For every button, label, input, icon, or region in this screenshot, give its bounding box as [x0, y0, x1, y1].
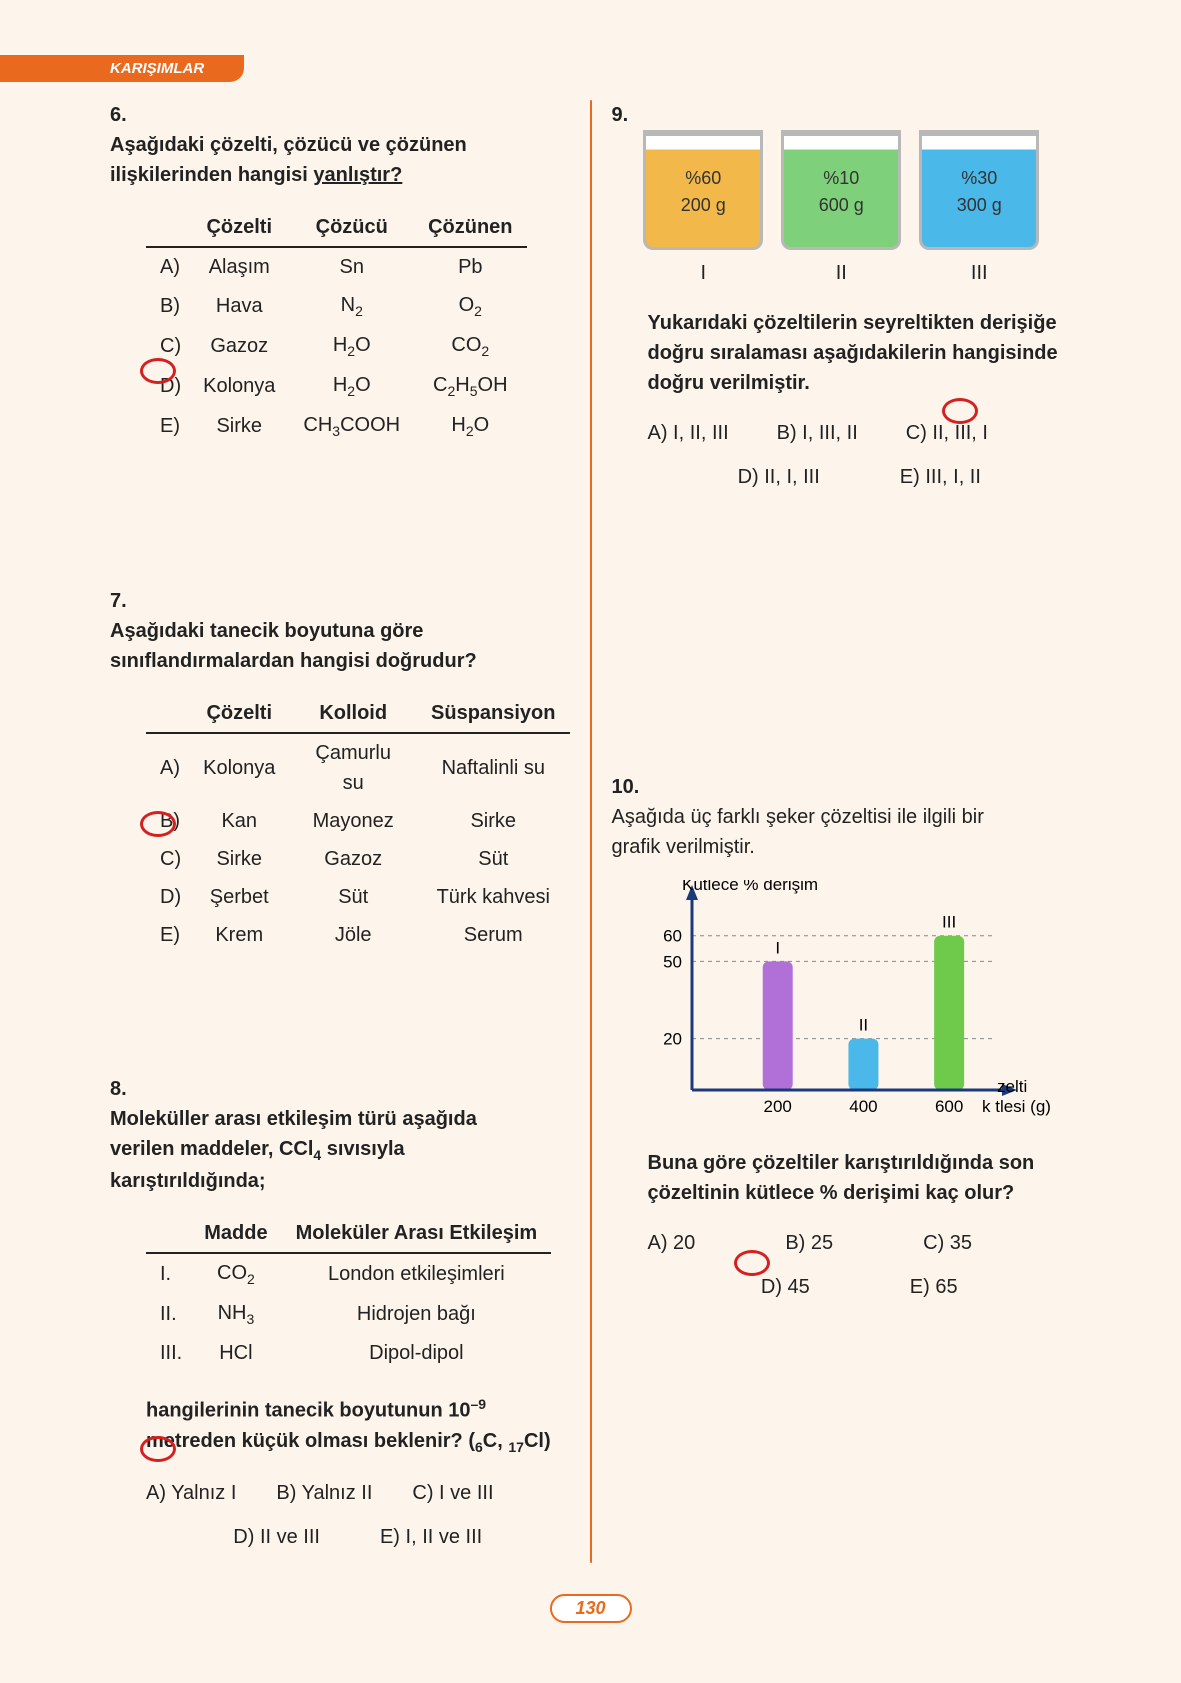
q8-t2c: C,	[483, 1430, 509, 1452]
table-row: A)AlaşımSnPb	[146, 247, 527, 286]
q9-oB: B) I, III, II	[777, 418, 858, 448]
q10-oB: B) 25	[785, 1228, 833, 1258]
q8-options: A) Yalnız I B) Yalnız II C) I ve III D) …	[146, 1478, 570, 1552]
q8-t2b: metreden küçük olması beklenir? (	[146, 1430, 475, 1452]
svg-text:Kütlece % derişim: Kütlece % derişim	[682, 880, 818, 894]
q7-h3: Süspansiyon	[417, 694, 569, 733]
q10-oD: D) 45	[761, 1272, 810, 1302]
q6-h1: Çözelti	[189, 208, 289, 247]
q9-oD: D) II, I, III	[738, 462, 820, 492]
page-number: 130	[549, 1594, 631, 1623]
svg-text:50: 50	[663, 952, 682, 971]
q8-oD: D) II ve III	[233, 1522, 320, 1552]
q6-table: ÇözeltiÇözücüÇözünen A)AlaşımSnPbB)HavaN…	[146, 208, 527, 446]
q6-number: 6.	[110, 100, 146, 130]
svg-text:200: 200	[763, 1097, 791, 1116]
question-9: 9. %60200 gI%10600 gII%30300 gIII Yukarı…	[612, 100, 1072, 492]
table-row: C)GazozH2OCO2	[146, 326, 527, 366]
table-row: D)KolonyaH2OC2H5OH	[146, 366, 527, 406]
q8-text2: hangilerinin tanecik boyutunun 10–9 metr…	[146, 1394, 570, 1458]
svg-text:600: 600	[934, 1097, 962, 1116]
page-content: 6. Aşağıdaki çözelti, çözücü ve çözünen …	[100, 100, 1081, 1563]
table-row: B)KanMayonezSirke	[146, 802, 570, 840]
q8-s17: 17	[508, 1439, 524, 1455]
q8-oC: C) I ve III	[412, 1478, 493, 1508]
q8-table: MaddeMoleküler Arası Etkileşim I.CO2Lond…	[146, 1214, 551, 1372]
q8-number: 8.	[110, 1074, 146, 1104]
table-row: B)HavaN2O2	[146, 286, 527, 326]
question-6: 6. Aşağıdaki çözelti, çözücü ve çözünen …	[110, 100, 570, 446]
q7-h1: Çözelti	[189, 694, 289, 733]
q9-oE: E) III, I, II	[900, 462, 981, 492]
q8-oB: B) Yalnız II	[276, 1478, 372, 1508]
table-row: C)SirkeGazozSüt	[146, 840, 570, 878]
left-column: 6. Aşağıdaki çözelti, çözücü ve çözünen …	[100, 100, 580, 1563]
q8-t2d: Cl)	[524, 1430, 551, 1452]
q8-oA: A) Yalnız I	[146, 1478, 236, 1508]
q8-h1: Madde	[190, 1214, 281, 1253]
q9-options: A) I, II, III B) I, III, II C) II, III, …	[648, 418, 1072, 492]
q7-text: Aşağıdaki tanecik boyutuna göre sınıflan…	[110, 616, 530, 676]
table-row: I.CO2London etkileşimleri	[146, 1253, 551, 1294]
svg-text:400: 400	[849, 1097, 877, 1116]
q8-s6: 6	[475, 1439, 483, 1455]
q10-oC: C) 35	[923, 1228, 972, 1258]
q6-text-a: Aşağıdaki çözelti, çözücü ve çözünen ili…	[110, 134, 467, 186]
q6-text-b: yanlıştır?	[313, 164, 402, 186]
chart-svg: 20 50 60 I 200 II 400 III 600 Kütlece % derişim ze…	[632, 880, 1052, 1140]
svg-text:60: 60	[663, 927, 682, 946]
table-row: A)KolonyaÇamurlu suNaftalinli su	[146, 733, 570, 802]
table-row: D)ŞerbetSütTürk kahvesi	[146, 878, 570, 916]
q8-oE: E) I, II ve III	[380, 1522, 482, 1552]
beaker: %10600 gII	[781, 130, 901, 288]
q10-text: Aşağıda üç farklı şeker çözeltisi ile il…	[612, 802, 1032, 862]
q10-text2: Buna göre çözeltiler karıştırıldığında s…	[648, 1148, 1072, 1208]
q9-oA: A) I, II, III	[648, 418, 729, 448]
q6-h2: Çözücü	[289, 208, 414, 247]
svg-text:III: III	[942, 913, 956, 932]
svg-text:20: 20	[663, 1030, 682, 1049]
q6-text: Aşağıdaki çözelti, çözücü ve çözünen ili…	[110, 130, 530, 190]
question-8: 8. Moleküller arası etkileşim türü aşağı…	[110, 1074, 570, 1552]
right-column: 9. %60200 gI%10600 gII%30300 gIII Yukarı…	[602, 100, 1082, 1563]
q9-number: 9.	[612, 100, 648, 130]
svg-text:I: I	[775, 938, 780, 957]
q9-text: Yukarıdaki çözeltilerin seyreltikten der…	[648, 308, 1072, 398]
q7-number: 7.	[110, 586, 146, 616]
table-row: II.NH3Hidrojen bağı	[146, 1294, 551, 1334]
q10-oE: E) 65	[910, 1272, 958, 1302]
svg-text:II: II	[858, 1016, 867, 1035]
q10-options: A) 20 B) 25 C) 35 D) 45 E) 65	[648, 1228, 1072, 1302]
q6-h3: Çözünen	[414, 208, 526, 247]
q8-t2a: hangilerinin tanecik boyutunun 10	[146, 1400, 470, 1422]
question-7: 7. Aşağıdaki tanecik boyutuna göre sınıf…	[110, 586, 570, 954]
q10-number: 10.	[612, 772, 648, 802]
q7-table: ÇözeltiKolloidSüspansiyon A)KolonyaÇamur…	[146, 694, 570, 954]
question-10: 10. Aşağıda üç farklı şeker çözeltisi il…	[612, 772, 1072, 1302]
beaker: %60200 gI	[643, 130, 763, 288]
q8-exp: –9	[470, 1396, 486, 1412]
table-row: E)KremJöleSerum	[146, 916, 570, 954]
q10-chart: 20 50 60 I 200 II 400 III 600 Kütlece % derişim ze…	[632, 880, 1032, 1130]
table-row: E)SirkeCH3COOHH2O	[146, 406, 527, 446]
table-row: III.HClDipol-dipol	[146, 1334, 551, 1372]
q8-text: Moleküller arası etkileşim türü aşağıda …	[110, 1104, 530, 1196]
q10-oA: A) 20	[648, 1228, 696, 1258]
svg-text:zelti: zelti	[997, 1077, 1027, 1096]
beaker: %30300 gIII	[919, 130, 1039, 288]
chapter-header: KARIŞIMLAR	[0, 55, 244, 82]
q8-h2: Moleküler Arası Etkileşim	[282, 1214, 552, 1253]
q9-oC: C) II, III, I	[906, 418, 988, 448]
column-divider	[590, 100, 592, 1563]
q8-ta: Moleküller arası etkileşim türü aşağıda …	[110, 1108, 477, 1160]
q9-beakers: %60200 gI%10600 gII%30300 gIII	[612, 130, 1072, 288]
svg-text:k tlesi (g): k tlesi (g)	[982, 1097, 1051, 1116]
q7-h2: Kolloid	[289, 694, 417, 733]
